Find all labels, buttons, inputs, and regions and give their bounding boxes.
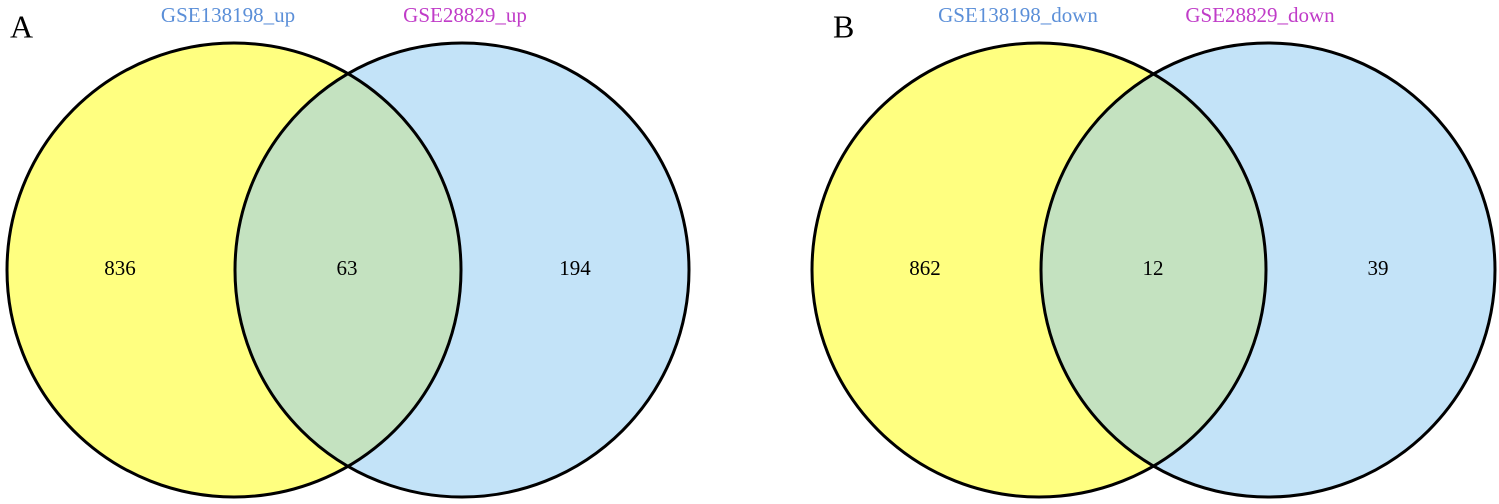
panel-label: A [10,8,33,44]
region-count: 63 [337,256,358,280]
circle-outline [810,41,1268,499]
circle-outline [233,41,691,499]
region-count: 12 [1143,256,1164,280]
panel-label: B [833,8,854,44]
overlap-region [235,43,461,497]
region-count: 862 [909,256,941,280]
set-name: GSE28829_down [1185,3,1335,27]
region-count: 836 [104,256,136,280]
circle-outline [5,41,463,499]
circle-outline [1039,41,1497,499]
set-name: GSE28829_up [403,3,527,27]
overlap-region [1041,43,1266,497]
region-count: 194 [559,256,591,280]
venn-panel: A GSE138198_up GSE28829_up 836 63 194 [5,3,691,499]
venn-panel: B GSE138198_down GSE28829_down 862 12 39 [810,3,1497,499]
region-count: 39 [1368,256,1389,280]
set-name: GSE138198_up [161,3,295,27]
set-name: GSE138198_down [938,3,1098,27]
